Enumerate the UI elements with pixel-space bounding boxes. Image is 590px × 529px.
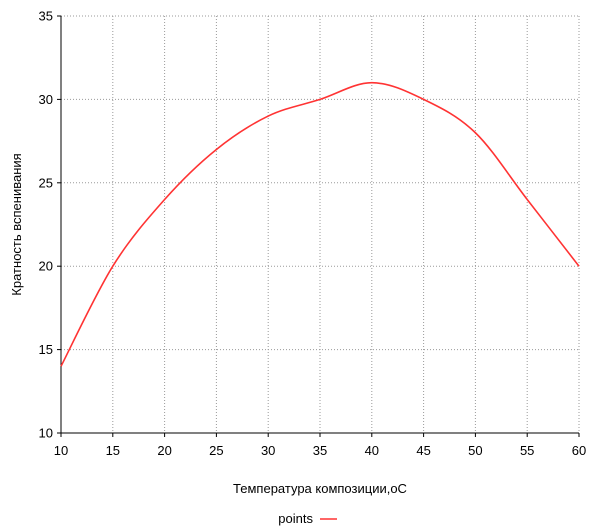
tick-marks — [57, 15, 580, 437]
y-axis-title: Кратность вспенивания — [9, 153, 24, 295]
x-axis-title: Температура композиции,oC — [233, 481, 407, 496]
y-tick-label: 30 — [39, 92, 53, 107]
y-tick-label: 20 — [39, 259, 53, 274]
y-tick-label: 25 — [39, 175, 53, 190]
series — [60, 81, 580, 367]
x-tick-label: 50 — [468, 443, 482, 458]
x-tick-label: 35 — [313, 443, 327, 458]
x-tick-label: 25 — [209, 443, 223, 458]
x-tick-label: 55 — [520, 443, 534, 458]
y-tick-label: 10 — [39, 426, 53, 441]
x-tick-label: 40 — [365, 443, 379, 458]
x-tick-label: 60 — [572, 443, 586, 458]
y-tick-label: 35 — [39, 9, 53, 24]
x-tick-label: 30 — [261, 443, 275, 458]
x-tick-label: 10 — [54, 443, 68, 458]
x-tick-labels: 10 15 20 25 30 35 40 45 50 55 60 — [54, 443, 586, 458]
x-tick-label: 15 — [106, 443, 120, 458]
x-tick-label: 20 — [157, 443, 171, 458]
x-tick-label: 45 — [416, 443, 430, 458]
legend: points — [278, 511, 337, 526]
y-tick-labels: 10 15 20 25 30 35 — [39, 9, 53, 441]
legend-label: points — [278, 511, 313, 526]
y-tick-label: 15 — [39, 342, 53, 357]
series-line-points — [60, 81, 580, 367]
grid — [61, 15, 580, 433]
